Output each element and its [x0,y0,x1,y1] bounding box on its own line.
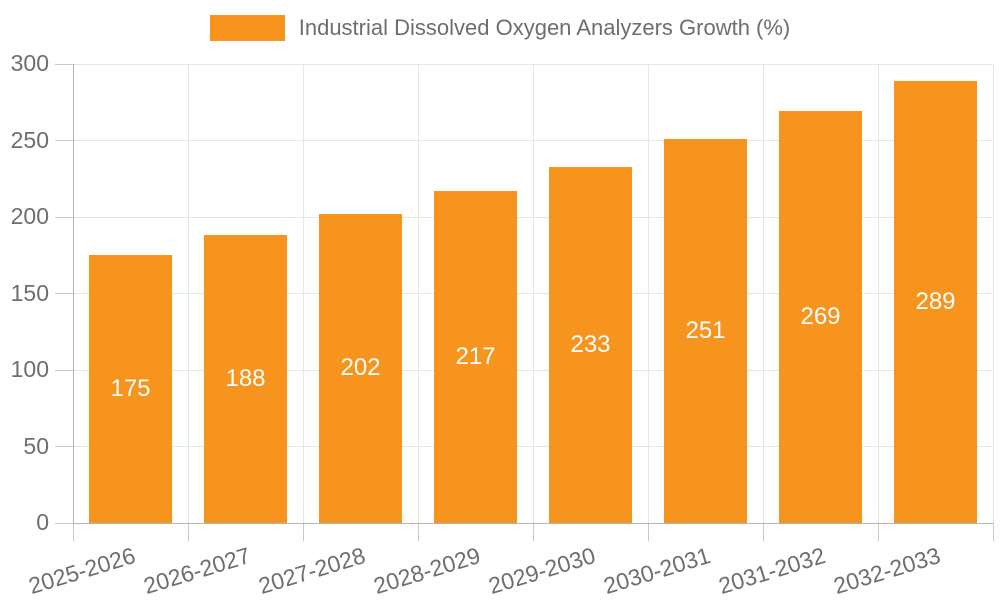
bar[interactable] [779,111,862,523]
x-axis-label: 2025-2026 [25,542,138,600]
y-tick-mark [55,369,73,371]
x-axis-label: 2026-2027 [140,542,253,600]
x-axis-label: 2027-2028 [255,542,368,600]
x-tick-mark [187,523,189,541]
x-tick-mark [762,523,764,541]
x-axis-label: 2032-2033 [830,542,943,600]
y-axis-label: 150 [10,279,49,306]
bar[interactable] [204,235,287,523]
bar[interactable] [319,213,402,523]
bar[interactable] [664,138,747,523]
y-axis-label: 50 [23,432,49,459]
x-gridline [992,64,994,523]
y-tick-mark [55,293,73,294]
x-axis-line [73,522,993,524]
y-tick-mark [55,216,73,218]
legend-label: Industrial Dissolved Oxygen Analyzers Gr… [298,15,791,40]
y-axis-label: 100 [10,356,49,383]
y-tick-mark [55,446,73,447]
y-axis-label: 200 [10,203,49,230]
x-axis-label: 2031-2032 [715,542,828,600]
x-tick-mark [72,523,74,541]
x-tick-mark [877,523,879,541]
x-gridline [302,64,304,523]
x-tick-mark [302,523,304,541]
x-tick-mark [647,523,649,541]
y-tick-mark [55,522,73,524]
x-gridline [187,64,189,523]
y-axis-label: 300 [10,50,49,77]
x-gridline [647,64,649,523]
x-gridline [417,64,419,523]
y-axis-label: 0 [36,509,49,536]
x-gridline [877,64,879,523]
x-axis-label: 2028-2029 [370,542,483,600]
bar[interactable] [549,166,632,523]
x-gridline [762,64,764,523]
legend-swatch [209,15,285,41]
x-tick-mark [532,523,534,541]
bar[interactable] [894,80,977,523]
legend-item[interactable]: Industrial Dissolved Oxygen Analyzers Gr… [0,15,1000,41]
x-gridline [532,64,534,523]
y-axis-label: 250 [10,126,49,153]
bar[interactable] [434,190,517,523]
y-axis-line [72,64,74,524]
x-axis-label: 2029-2030 [485,542,598,600]
x-tick-mark [417,523,419,541]
x-axis-label: 2030-2031 [600,542,713,600]
x-tick-mark [992,523,994,541]
y-tick-mark [55,140,73,141]
y-tick-mark [55,63,73,65]
bar[interactable] [89,255,172,523]
